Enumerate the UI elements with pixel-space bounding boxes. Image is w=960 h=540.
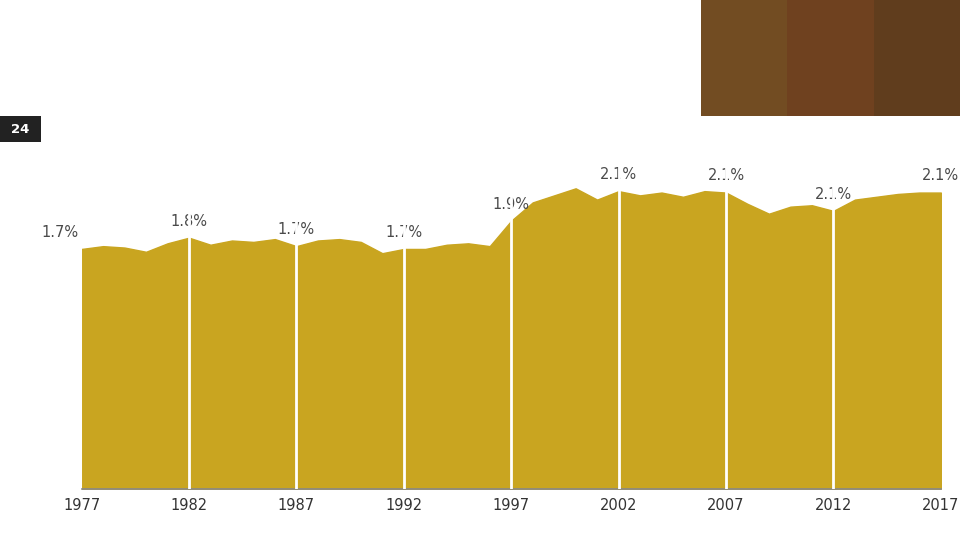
Text: 1.9%: 1.9% [492, 197, 530, 212]
Text: 2.1%: 2.1% [815, 187, 852, 202]
Bar [787, 0, 874, 116]
Bar [701, 0, 960, 116]
Text: 2.1%: 2.1% [708, 168, 745, 184]
Text: 2.1%: 2.1% [600, 167, 637, 182]
Text: 1.8%: 1.8% [171, 213, 207, 228]
Bar [0, 116, 41, 142]
Text: 1.7%: 1.7% [385, 225, 422, 240]
Text: 24: 24 [12, 123, 30, 136]
Text: Total giving as a percentage of Gross Domestic Product, 1977–2017 (in: Total giving as a percentage of Gross Do… [21, 28, 696, 46]
Text: inflation-adjusted dollars, 2017 = $100): inflation-adjusted dollars, 2017 = $100) [21, 75, 400, 93]
Text: 1.7%: 1.7% [277, 222, 315, 237]
Bar [874, 0, 960, 116]
Text: 1.7%: 1.7% [41, 225, 79, 240]
Text: 2.1%: 2.1% [923, 168, 959, 184]
Bar [701, 0, 787, 116]
